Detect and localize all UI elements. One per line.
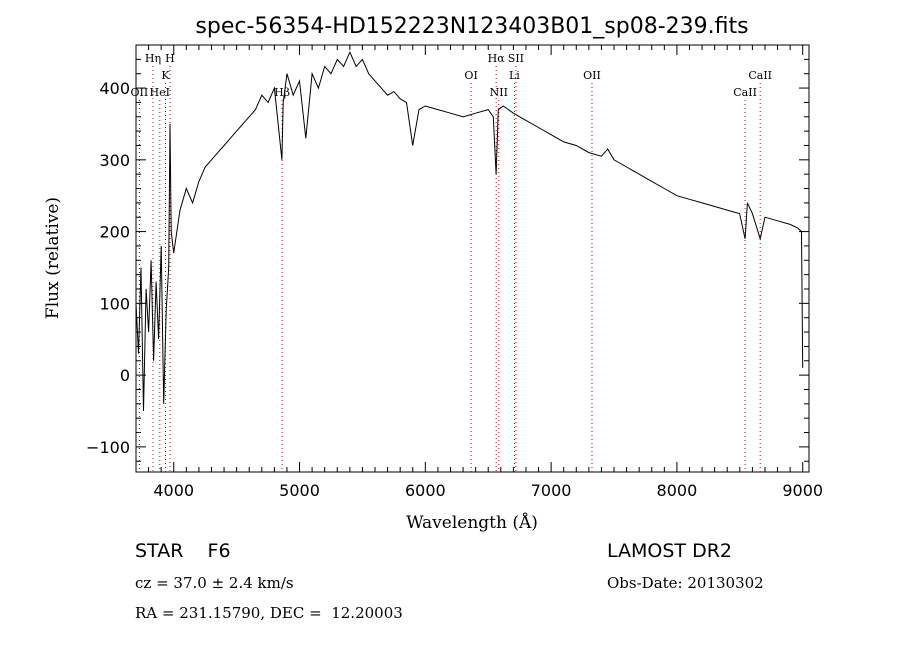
y-tick-label: −100	[86, 438, 130, 457]
x-tick-label: 8000	[657, 481, 698, 500]
chart-title: spec-56354-HD152223N123403B01_sp08-239.f…	[195, 14, 748, 39]
y-tick-label: 300	[99, 151, 130, 170]
x-tick-label: 6000	[405, 481, 446, 500]
x-tick-label: 4000	[153, 481, 194, 500]
plot-area: 4000 5000 6000 7000 8000 9000 −100 0 100 200 300 4…	[86, 44, 823, 500]
x-axis-label: Wavelength (Å)	[406, 512, 538, 533]
survey-name: LAMOST DR2	[607, 540, 732, 562]
x-tick-label: 7000	[531, 481, 572, 500]
line-marker-label: H	[165, 52, 175, 65]
minor-ticks	[136, 44, 809, 472]
line-marker-label: OII	[131, 86, 149, 99]
x-tick-label: 5000	[279, 481, 320, 500]
line-marker-label: NII	[490, 86, 508, 99]
line-marker-label: Hα	[488, 52, 506, 65]
y-tick-label: 200	[99, 223, 130, 242]
y-axis-label: Flux (relative)	[43, 197, 63, 319]
line-marker-label: SII	[508, 52, 524, 65]
spectrum-series-line	[135, 50, 804, 412]
line-marker-label: HeI	[150, 86, 170, 99]
plot-frame	[135, 44, 810, 473]
y-tick-label: 0	[120, 366, 130, 385]
observation-date: Obs-Date: 20130302	[607, 574, 764, 592]
line-marker-label: CaII	[748, 69, 772, 82]
ra-dec-coordinates: RA = 231.15790, DEC = 12.20003	[135, 604, 403, 622]
object-class: STAR F6	[135, 540, 231, 562]
line-marker-label: OII	[583, 69, 601, 82]
line-marker-label: Hη	[145, 52, 161, 65]
line-marker-label: K	[161, 69, 170, 82]
y-tick-label: 100	[99, 294, 130, 313]
x-tick-label: 9000	[782, 481, 823, 500]
y-axis-ticks: −100 0 100 200 300 400	[86, 79, 809, 457]
x-axis-ticks: 4000 5000 6000 7000 8000 9000	[153, 45, 823, 500]
line-marker-label: OI	[464, 69, 477, 82]
line-marker-label: CaII	[733, 86, 757, 99]
line-marker-label: Li	[509, 69, 520, 82]
line-marker-label: Hβ	[274, 86, 290, 99]
redshift-velocity: cz = 37.0 ± 2.4 km/s	[135, 574, 294, 592]
y-tick-label: 400	[99, 79, 130, 98]
